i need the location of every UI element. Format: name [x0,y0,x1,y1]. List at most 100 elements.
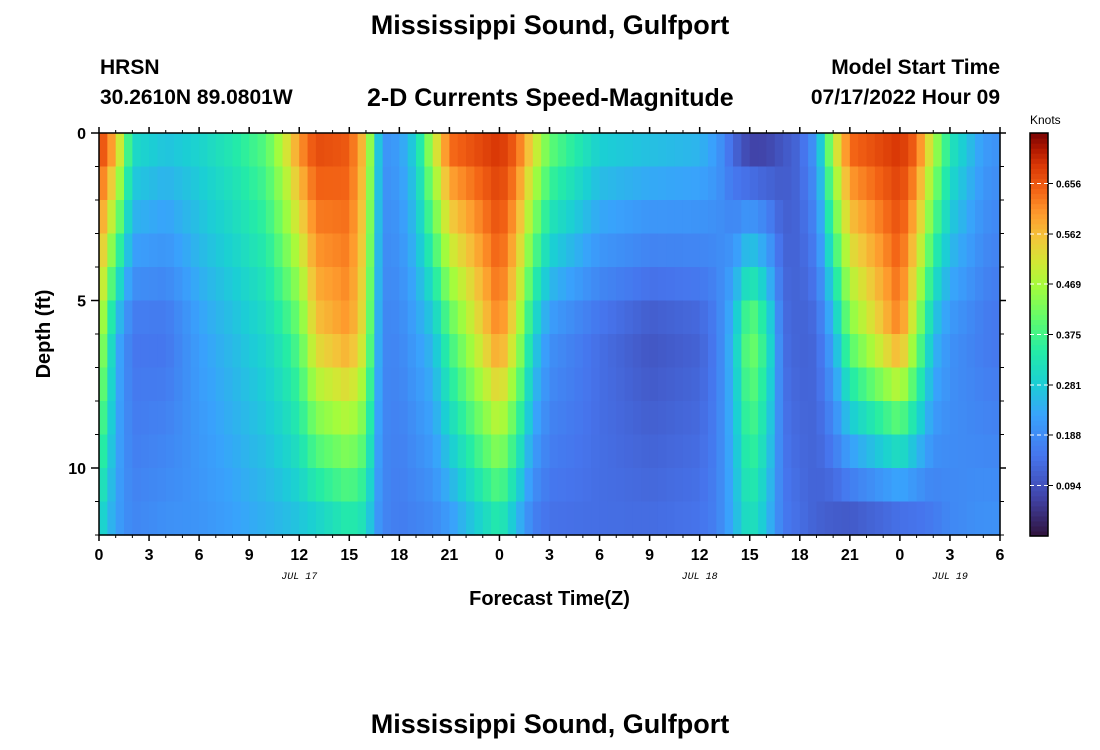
heatmap-cell [983,468,993,503]
heatmap-cell [783,200,793,235]
heatmap-cell [165,434,175,469]
heatmap-cell [866,501,876,536]
heatmap-cell [891,233,901,268]
heatmap-cell [883,133,893,168]
heatmap-cell [966,334,976,369]
heatmap-cell [407,334,417,369]
heatmap-cell [449,233,459,268]
heatmap-cell [716,468,726,503]
heatmap-cell [240,166,250,201]
heatmap-cell [624,166,634,201]
heatmap-cell [908,267,918,302]
heatmap-cell [649,133,659,168]
heatmap-cell [891,200,901,235]
heatmap-cell [599,133,609,168]
heatmap-cell [240,200,250,235]
heatmap-cell [591,501,601,536]
heatmap-cell [491,200,501,235]
colorbar-segment [1030,258,1048,265]
heatmap-cell [190,200,200,235]
heatmap-cell [557,300,567,335]
colorbar-segment [1030,178,1048,184]
heatmap-cell [190,468,200,503]
colorbar-segment [1030,188,1048,195]
heatmap-cell [124,367,133,402]
heatmap-cell [165,233,175,268]
heatmap-cell [332,300,342,335]
heatmap-cell [466,501,476,536]
colorbar-segment [1030,213,1048,220]
heatmap-cell [482,334,492,369]
heatmap-cell [958,334,968,369]
heatmap-cell [307,334,317,369]
heatmap-cell [899,334,909,369]
heatmap-cell [290,468,300,503]
heatmap-cell [357,200,367,235]
heatmap-cell [824,267,834,302]
heatmap-cell [491,334,501,369]
heatmap-cell [374,200,384,235]
heatmap-cell [933,267,943,302]
heatmap-cell [357,267,367,302]
heatmap-cell [257,166,267,201]
heatmap-cell [132,300,142,335]
heatmap-cell [491,468,501,503]
heatmap-cell [265,434,275,469]
colorbar-tick-label: 0.469 [1056,280,1081,291]
heatmap-cell [224,434,234,469]
heatmap-cell [849,133,859,168]
heatmap-cell [666,166,676,201]
heatmap-cell [858,334,868,369]
heatmap-cell [282,200,292,235]
colorbar-segment [1030,339,1048,346]
heatmap-cell [682,166,692,201]
heatmap-cell [566,401,576,436]
heatmap-cell [132,367,142,402]
colorbar-segment [1030,425,1048,431]
heatmap-cell [115,468,125,503]
heatmap-cell [499,267,509,302]
colorbar-segment [1030,218,1048,225]
heatmap-cell [516,401,526,436]
heatmap-cell [240,367,250,402]
heatmap-cell [749,401,759,436]
heatmap-cell [190,133,200,168]
heatmap-cell [365,334,375,369]
heatmap-cell [641,434,651,469]
heatmap-cell [274,300,284,335]
heatmap-cell [115,267,125,302]
heatmap-cell [124,300,133,335]
heatmap-cell [149,267,158,302]
heatmap-cell [115,233,125,268]
heatmap-cell [140,267,150,302]
heatmap-cell [99,300,108,335]
heatmap-cell [941,200,951,235]
heatmap-cell [791,233,801,268]
heatmap-cell [791,401,801,436]
heatmap-cell [407,468,417,503]
heatmap-cell [741,233,751,268]
heatmap-cell [849,501,859,536]
heatmap-cell [849,267,859,302]
heatmap-cell [582,166,592,201]
heatmap-cell [616,367,626,402]
heatmap-cell [708,401,717,436]
heatmap-cell [983,501,993,536]
heatmap-cell [649,468,659,503]
heatmap-cell [699,300,709,335]
heatmap-cell [791,200,801,235]
heatmap-cell [816,401,826,436]
heatmap-cell [257,367,267,402]
heatmap-cell [733,401,742,436]
heatmap-cell [616,166,626,201]
heatmap-cell [691,468,701,503]
heatmap-cell [674,267,684,302]
heatmap-cell [174,200,184,235]
heatmap-cell [733,367,742,402]
heatmap-cell [958,233,968,268]
heatmap-cell [891,300,901,335]
heatmap-cell [115,501,125,536]
colorbar-segment [1030,495,1048,502]
heatmap-cell [224,267,234,302]
heatmap-cell [891,367,901,402]
